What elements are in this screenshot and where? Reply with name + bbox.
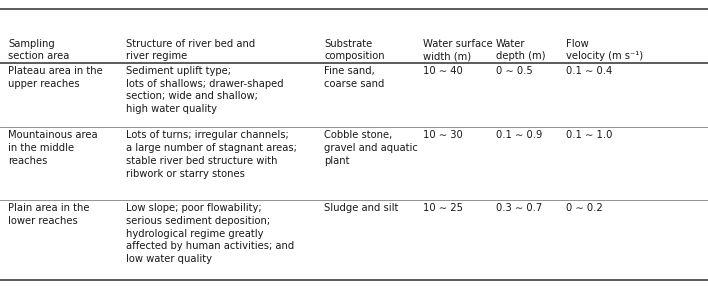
Text: 0.3 ∼ 0.7: 0.3 ∼ 0.7 <box>496 203 542 213</box>
Text: Flow
velocity (m s⁻¹): Flow velocity (m s⁻¹) <box>566 39 644 61</box>
Text: 10 ∼ 40: 10 ∼ 40 <box>423 66 463 76</box>
Text: 0 ∼ 0.2: 0 ∼ 0.2 <box>566 203 603 213</box>
Text: Mountainous area
in the middle
reaches: Mountainous area in the middle reaches <box>8 130 98 166</box>
Text: Sampling
section area: Sampling section area <box>8 39 70 61</box>
Text: 10 ∼ 30: 10 ∼ 30 <box>423 130 463 140</box>
Text: Low slope; poor flowability;
serious sediment deposition;
hydrological regime gr: Low slope; poor flowability; serious sed… <box>126 203 295 264</box>
Text: Plateau area in the
upper reaches: Plateau area in the upper reaches <box>8 66 103 89</box>
Text: Sediment uplift type;
lots of shallows; drawer-shaped
section; wide and shallow;: Sediment uplift type; lots of shallows; … <box>126 66 284 114</box>
Text: 10 ∼ 25: 10 ∼ 25 <box>423 203 463 213</box>
Text: 0.1 ∼ 1.0: 0.1 ∼ 1.0 <box>566 130 613 140</box>
Text: 0.1 ∼ 0.4: 0.1 ∼ 0.4 <box>566 66 612 76</box>
Text: Lots of turns; irregular channels;
a large number of stagnant areas;
stable rive: Lots of turns; irregular channels; a lar… <box>126 130 297 178</box>
Text: 0 ∼ 0.5: 0 ∼ 0.5 <box>496 66 532 76</box>
Text: Sludge and silt: Sludge and silt <box>324 203 399 213</box>
Text: Fine sand,
coarse sand: Fine sand, coarse sand <box>324 66 384 89</box>
Text: Plain area in the
lower reaches: Plain area in the lower reaches <box>8 203 90 226</box>
Text: Substrate
composition: Substrate composition <box>324 39 385 61</box>
Text: Cobble stone,
gravel and aquatic
plant: Cobble stone, gravel and aquatic plant <box>324 130 418 166</box>
Text: Structure of river bed and
river regime: Structure of river bed and river regime <box>126 39 256 61</box>
Text: Water surface
width (m): Water surface width (m) <box>423 39 493 61</box>
Text: Water
depth (m): Water depth (m) <box>496 39 545 61</box>
Text: 0.1 ∼ 0.9: 0.1 ∼ 0.9 <box>496 130 542 140</box>
